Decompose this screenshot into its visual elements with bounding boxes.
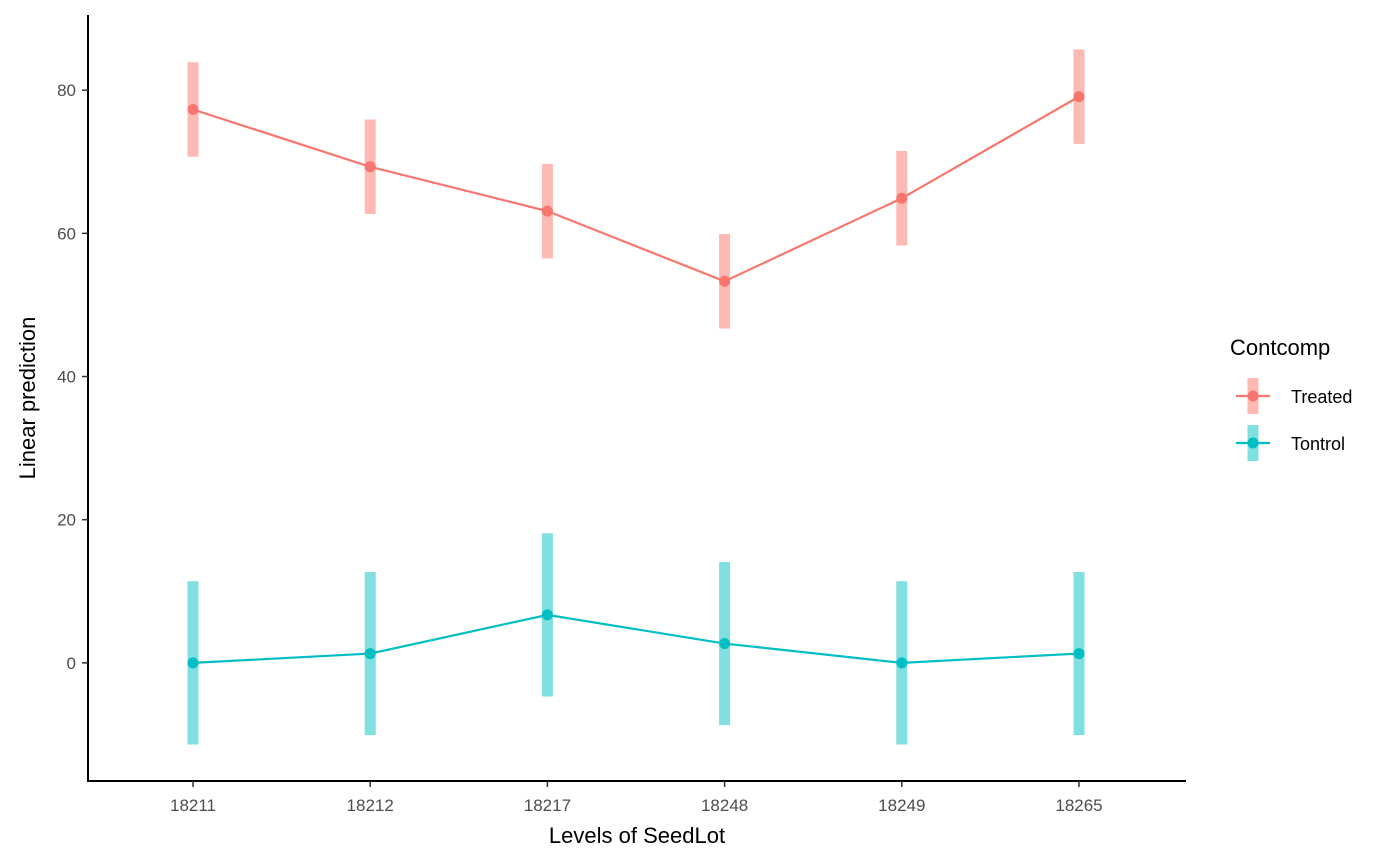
point-tontrol	[719, 638, 731, 650]
y-tick-label: 40	[57, 368, 76, 387]
y-tick-label: 80	[57, 81, 76, 100]
point-treated	[719, 275, 731, 287]
y-tick-label: 20	[57, 511, 76, 530]
ticks: 0 20 40 60 80 18211 18212 18217 18248 18249 18265	[57, 81, 1103, 815]
point-treated	[1073, 91, 1085, 103]
point-tontrol	[187, 657, 199, 669]
plot-area	[187, 49, 1085, 745]
series-line-treated	[192, 95, 1080, 283]
legend: Contcomp Treated Tontrol	[1230, 335, 1352, 461]
y-tick-label: 60	[57, 224, 76, 243]
axes	[87, 15, 1186, 782]
x-tick-label: 18265	[1055, 796, 1102, 815]
x-tick-label: 18249	[878, 796, 925, 815]
series-treated	[187, 49, 1085, 329]
y-tick-label: 0	[67, 654, 76, 673]
x-axis-title: Levels of SeedLot	[549, 823, 725, 848]
legend-item-tontrol: Tontrol	[1236, 425, 1345, 461]
legend-item-treated: Treated	[1236, 378, 1352, 414]
legend-label: Treated	[1291, 387, 1352, 407]
point-treated	[187, 103, 199, 115]
point-tontrol	[1073, 648, 1085, 660]
series-tontrol	[187, 533, 1085, 745]
legend-key-point	[1247, 390, 1259, 402]
series-line-tontrol	[192, 613, 1080, 664]
point-tontrol	[541, 609, 553, 621]
legend-title: Contcomp	[1230, 335, 1330, 360]
x-tick-label: 18212	[347, 796, 394, 815]
legend-label: Tontrol	[1291, 434, 1345, 454]
x-tick-label: 18248	[701, 796, 748, 815]
point-treated	[896, 192, 908, 204]
x-tick-label: 18211	[170, 796, 216, 815]
point-treated	[364, 161, 376, 173]
legend-key-point	[1247, 437, 1259, 449]
point-tontrol	[896, 657, 908, 669]
x-tick-label: 18217	[524, 796, 571, 815]
point-treated	[541, 205, 553, 217]
y-axis-title: Linear prediction	[15, 317, 40, 480]
point-tontrol	[364, 648, 376, 660]
